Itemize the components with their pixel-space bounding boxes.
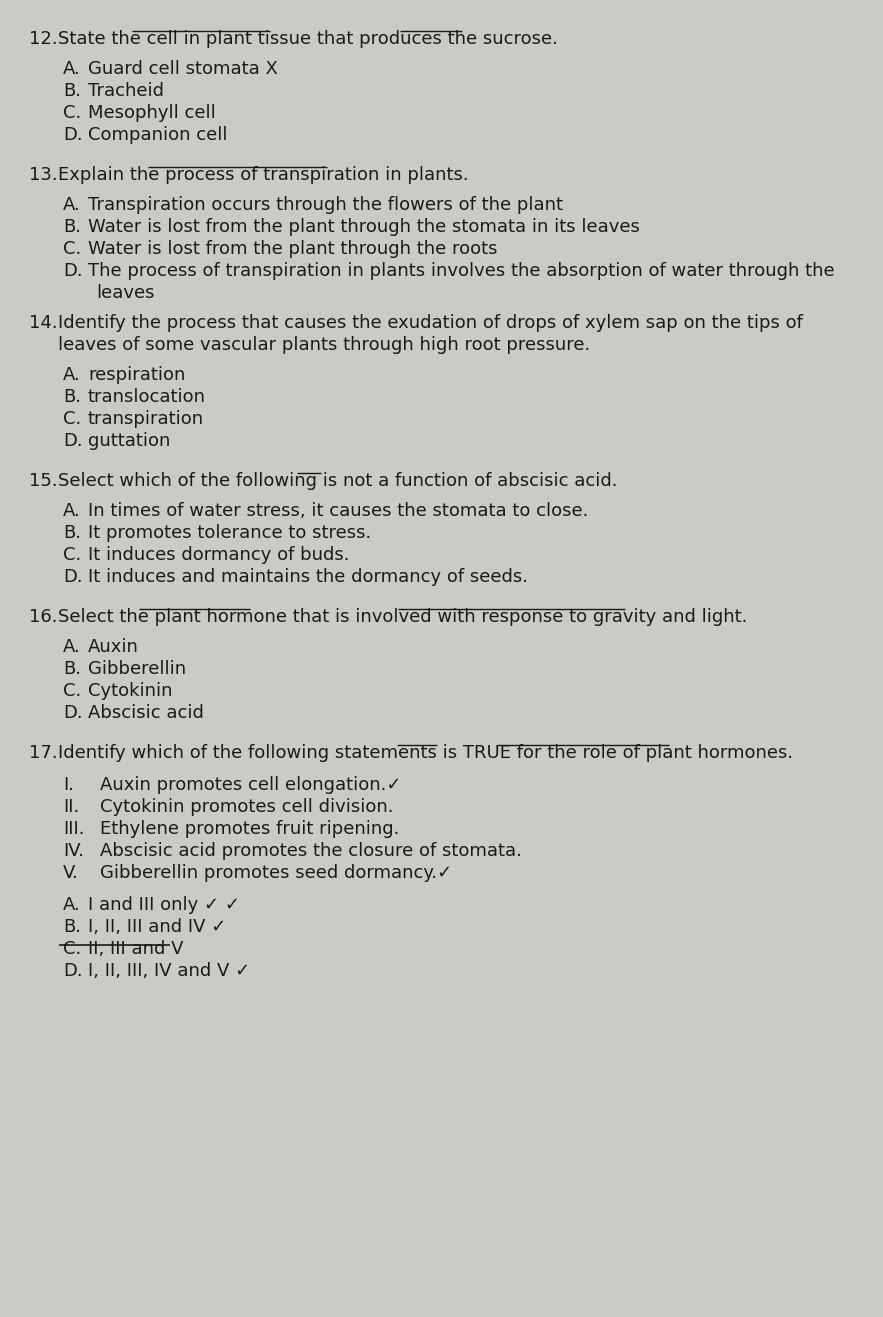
Text: B.: B. [63,660,81,678]
Text: 13.: 13. [29,166,58,184]
Text: B.: B. [63,219,81,236]
Text: 15.: 15. [29,471,58,490]
Text: B.: B. [63,389,81,406]
Text: State the cell in plant tissue that produces the sucrose.: State the cell in plant tissue that prod… [58,30,558,47]
Text: Cytokinin promotes cell division.: Cytokinin promotes cell division. [101,798,394,817]
Text: B.: B. [63,524,81,543]
Text: 16.: 16. [29,608,57,626]
Text: Water is lost from the plant through the roots: Water is lost from the plant through the… [88,240,497,258]
Text: leaves of some vascular plants through high root pressure.: leaves of some vascular plants through h… [58,336,591,354]
Text: D.: D. [63,432,82,450]
Text: Abscisic acid promotes the closure of stomata.: Abscisic acid promotes the closure of st… [101,842,523,860]
Text: Cytokinin: Cytokinin [88,682,172,701]
Text: Select the plant hormone that is involved with response to gravity and light.: Select the plant hormone that is involve… [58,608,747,626]
Text: C.: C. [63,240,81,258]
Text: translocation: translocation [88,389,206,406]
Text: guttation: guttation [88,432,170,450]
Text: II.: II. [63,798,79,817]
Text: C.: C. [63,104,81,122]
Text: It induces and maintains the dormancy of seeds.: It induces and maintains the dormancy of… [88,568,528,586]
Text: Identify the process that causes the exudation of drops of xylem sap on the tips: Identify the process that causes the exu… [58,313,803,332]
Text: Abscisic acid: Abscisic acid [88,705,204,722]
Text: C.: C. [63,682,81,701]
Text: transpiration: transpiration [88,410,204,428]
Text: Auxin: Auxin [88,637,139,656]
Text: C.: C. [63,547,81,564]
Text: B.: B. [63,82,81,100]
Text: Companion cell: Companion cell [88,126,228,144]
Text: Identify which of the following statements is TRUE for the role of plant hormone: Identify which of the following statemen… [58,744,793,763]
Text: C.: C. [63,410,81,428]
Text: Guard cell stomata X: Guard cell stomata X [88,61,278,78]
Text: C.: C. [63,940,81,957]
Text: D.: D. [63,126,82,144]
Text: Select which of the following is not a function of abscisic acid.: Select which of the following is not a f… [58,471,617,490]
Text: II, III and V: II, III and V [88,940,184,957]
Text: A.: A. [63,366,80,385]
Text: Transpiration occurs through the flowers of the plant: Transpiration occurs through the flowers… [88,196,563,213]
Text: Gibberellin: Gibberellin [88,660,186,678]
Text: Ethylene promotes fruit ripening.: Ethylene promotes fruit ripening. [101,820,400,838]
Text: 14.: 14. [29,313,58,332]
Text: 12.: 12. [29,30,58,47]
Text: IV.: IV. [63,842,84,860]
Text: respiration: respiration [88,366,185,385]
Text: I and III only ✓ ✓: I and III only ✓ ✓ [88,896,240,914]
Text: Tracheid: Tracheid [88,82,164,100]
Text: A.: A. [63,61,80,78]
Text: 17.: 17. [29,744,58,763]
Text: A.: A. [63,196,80,213]
Text: A.: A. [63,896,80,914]
Text: It promotes tolerance to stress.: It promotes tolerance to stress. [88,524,371,543]
Text: A.: A. [63,502,80,520]
Text: A.: A. [63,637,80,656]
Text: Explain the process of transpiration in plants.: Explain the process of transpiration in … [58,166,469,184]
Text: Water is lost from the plant through the stomata in its leaves: Water is lost from the plant through the… [88,219,640,236]
Text: Auxin promotes cell elongation.✓: Auxin promotes cell elongation.✓ [101,776,402,794]
Text: I, II, III, IV and V ✓: I, II, III, IV and V ✓ [88,961,250,980]
Text: III.: III. [63,820,84,838]
Text: V.: V. [63,864,79,882]
Text: D.: D. [63,568,82,586]
Text: D.: D. [63,961,82,980]
Text: The process of transpiration in plants involves the absorption of water through : The process of transpiration in plants i… [88,262,834,281]
Text: In times of water stress, it causes the stomata to close.: In times of water stress, it causes the … [88,502,588,520]
Text: I.: I. [63,776,74,794]
Text: It induces dormancy of buds.: It induces dormancy of buds. [88,547,350,564]
Text: D.: D. [63,262,82,281]
Text: I, II, III and IV ✓: I, II, III and IV ✓ [88,918,226,936]
Text: Mesophyll cell: Mesophyll cell [88,104,215,122]
Text: Gibberellin promotes seed dormancy.✓: Gibberellin promotes seed dormancy.✓ [101,864,453,882]
Text: B.: B. [63,918,81,936]
Text: D.: D. [63,705,82,722]
Text: leaves: leaves [96,284,155,302]
